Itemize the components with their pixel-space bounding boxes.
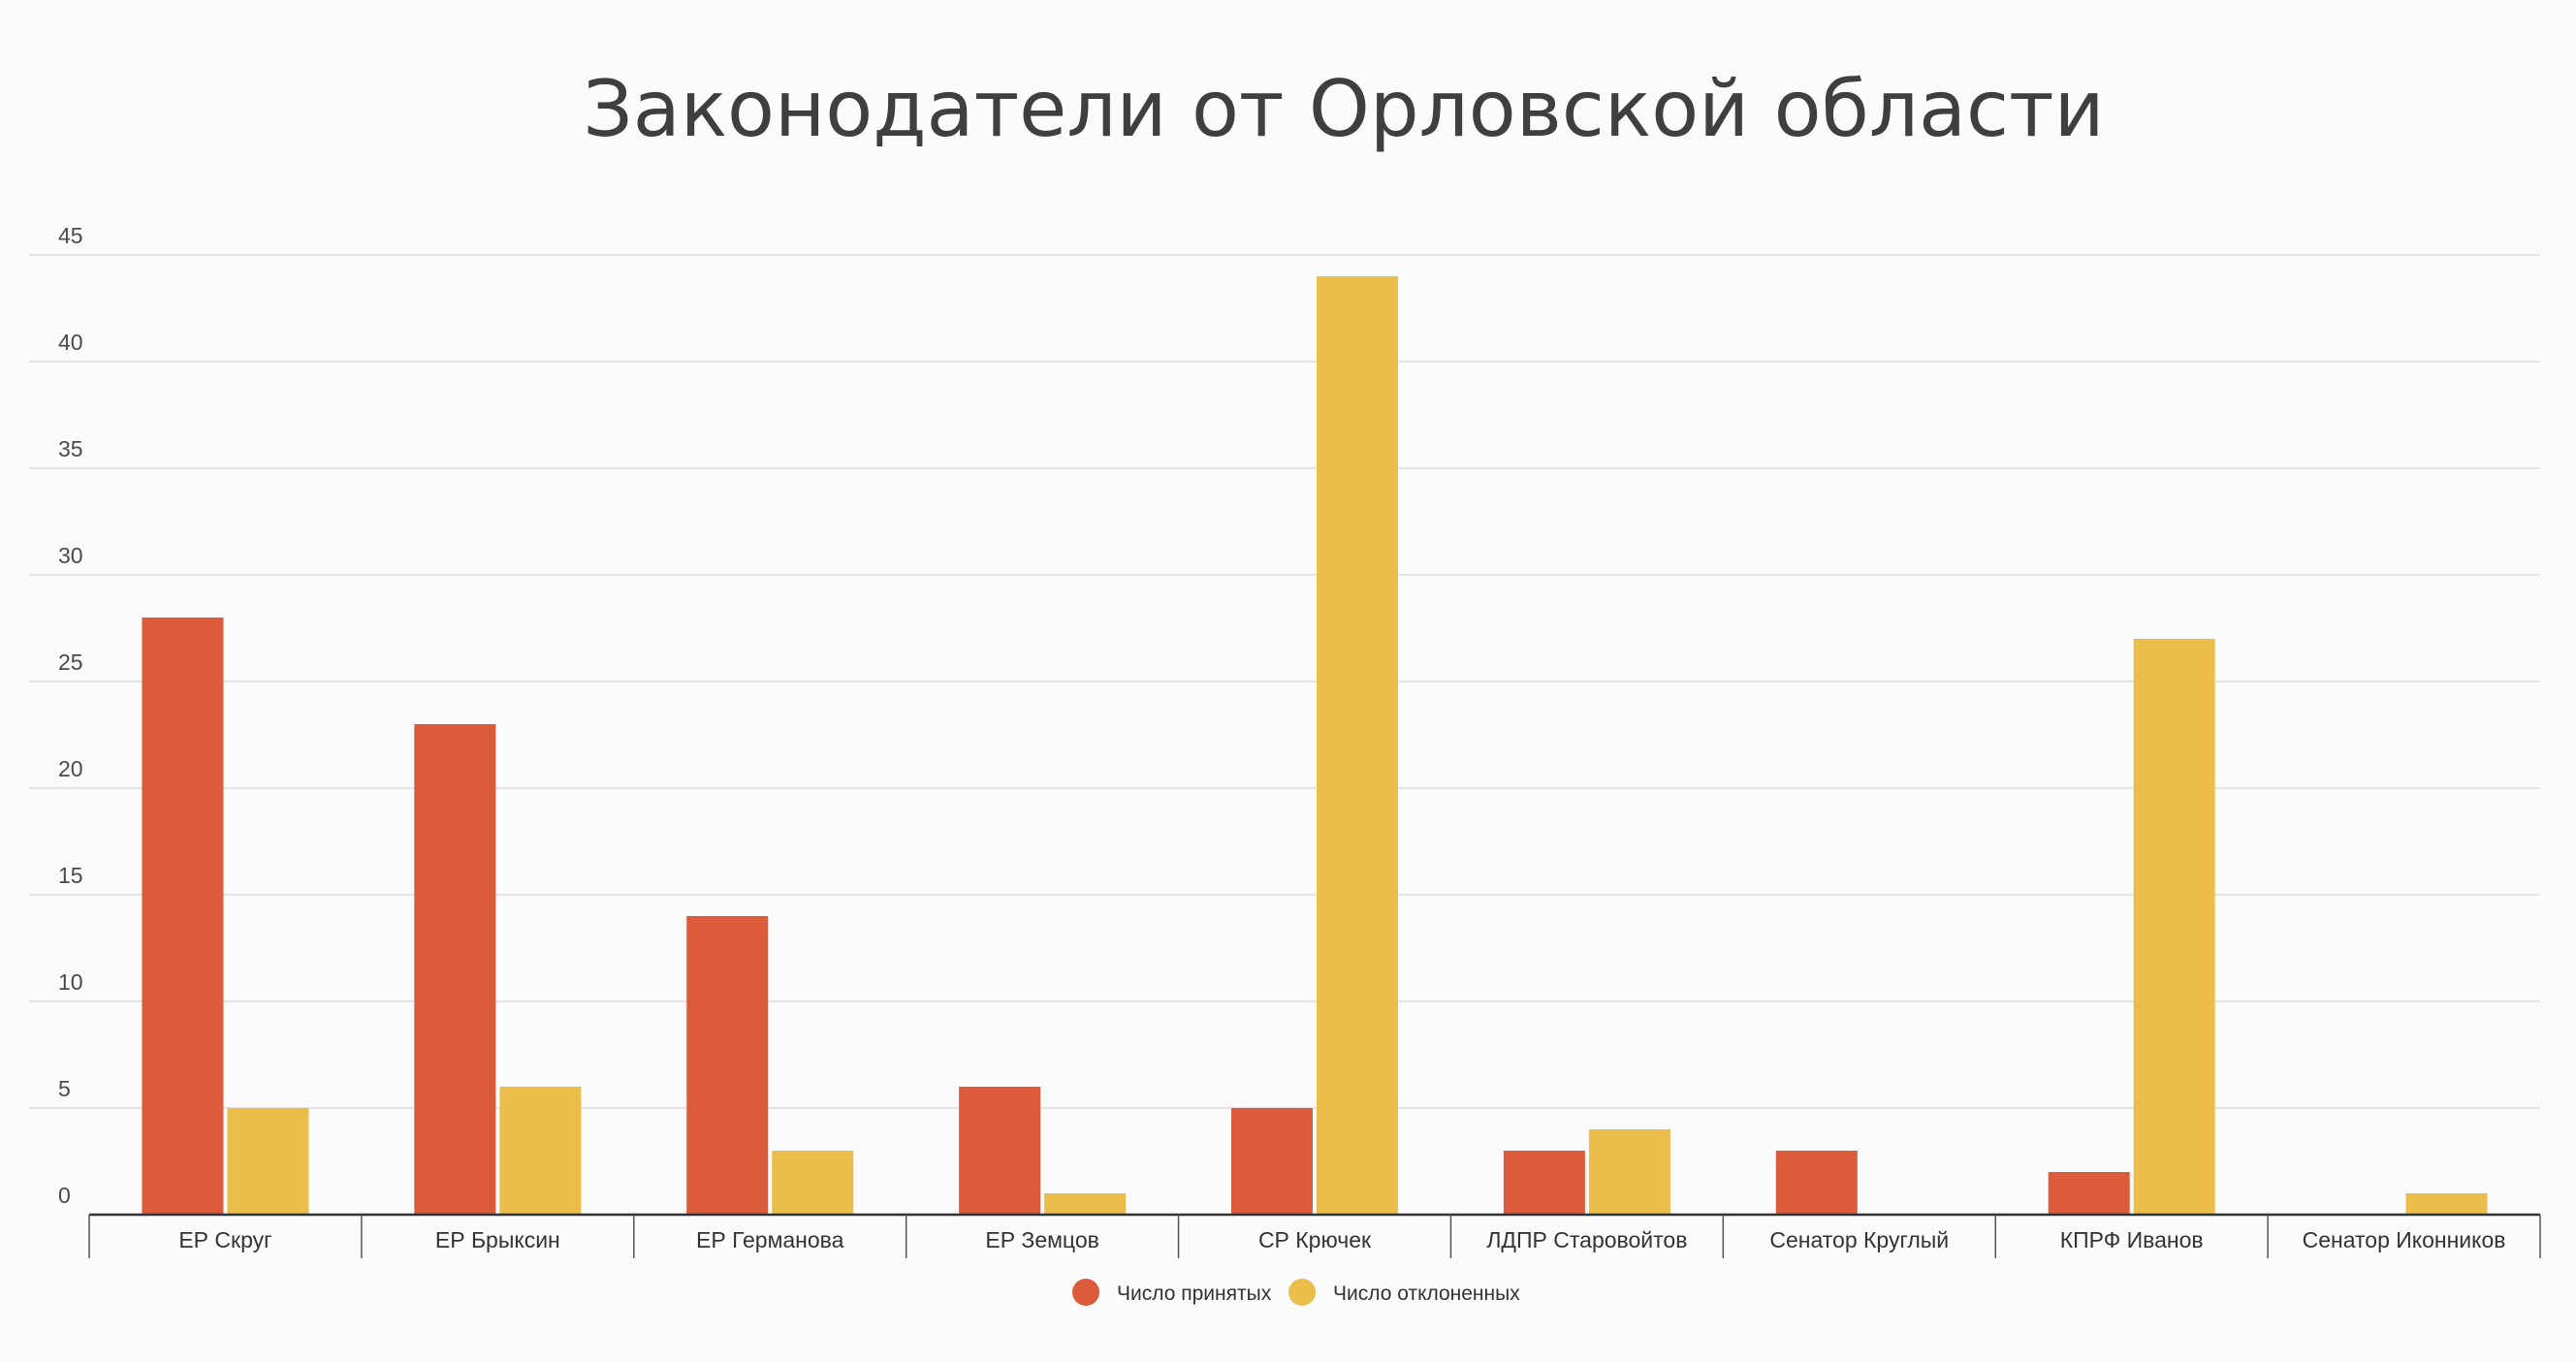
y-tick-label: 35 bbox=[58, 436, 83, 461]
x-tick-label: КПРФ Иванов bbox=[2060, 1227, 2204, 1252]
bar-accepted bbox=[959, 1087, 1041, 1215]
bar-accepted bbox=[1775, 1151, 1858, 1215]
y-tick-label: 30 bbox=[58, 543, 83, 568]
y-tick-label: 40 bbox=[58, 330, 83, 355]
bar-rejected bbox=[1044, 1193, 1127, 1215]
y-tick-label: 45 bbox=[58, 223, 83, 248]
bar-accepted bbox=[1503, 1151, 1585, 1215]
bar-rejected bbox=[1588, 1129, 1670, 1215]
x-tick-label: ЕР Скруг bbox=[178, 1227, 271, 1252]
bar-rejected bbox=[1317, 276, 1398, 1215]
bar-rejected bbox=[772, 1151, 854, 1215]
bar-accepted bbox=[686, 916, 769, 1215]
y-tick-label: 20 bbox=[58, 756, 83, 781]
chart-title: Законодатели от Орловской области bbox=[583, 64, 2104, 154]
bar-rejected bbox=[2133, 639, 2215, 1215]
legend-swatch bbox=[1072, 1279, 1099, 1306]
legend-label: Число принятых bbox=[1117, 1283, 1272, 1305]
y-tick-label: 10 bbox=[58, 969, 83, 995]
bars bbox=[142, 276, 2488, 1215]
bar-accepted bbox=[414, 724, 496, 1215]
y-tick-label: 15 bbox=[58, 863, 83, 888]
x-tick-label: ЕР Германова bbox=[696, 1227, 844, 1252]
x-tick-label: Сенатор Иконников bbox=[2303, 1227, 2506, 1252]
bar-accepted bbox=[1231, 1108, 1313, 1215]
y-axis-ticks: 0 5 10 15 20 25 30 35 40 45 bbox=[58, 223, 83, 1208]
bar-accepted bbox=[142, 618, 224, 1215]
y-tick-label: 25 bbox=[58, 649, 83, 675]
legend-swatch bbox=[1288, 1279, 1316, 1306]
legend-item[interactable]: Число принятых bbox=[1072, 1279, 1272, 1306]
x-tick-label: Сенатор Круглый bbox=[1769, 1227, 1949, 1252]
bar-rejected bbox=[227, 1108, 309, 1215]
x-tick-label: ЕР Земцов bbox=[985, 1227, 1099, 1252]
legend: Число принятых Число отклоненных bbox=[1072, 1279, 1520, 1306]
x-axis bbox=[88, 1213, 2541, 1258]
y-tick-label: 5 bbox=[58, 1076, 71, 1101]
bar-rejected bbox=[2405, 1193, 2488, 1215]
legend-item[interactable]: Число отклоненных bbox=[1288, 1279, 1520, 1306]
x-tick-label: ЛДПР Старовойтов bbox=[1486, 1227, 1687, 1252]
x-tick-label: ЕР Брыксин bbox=[435, 1227, 560, 1252]
bar-rejected bbox=[499, 1087, 582, 1215]
x-axis-labels: ЕР Скруг ЕР Брыксин ЕР Германова ЕР Земцов С… bbox=[178, 1227, 2505, 1252]
bar-accepted bbox=[2048, 1172, 2130, 1215]
legend-label: Число отклоненных bbox=[1333, 1283, 1520, 1305]
x-tick-label: СР Крючек bbox=[1258, 1227, 1372, 1252]
y-tick-label: 0 bbox=[58, 1183, 71, 1208]
